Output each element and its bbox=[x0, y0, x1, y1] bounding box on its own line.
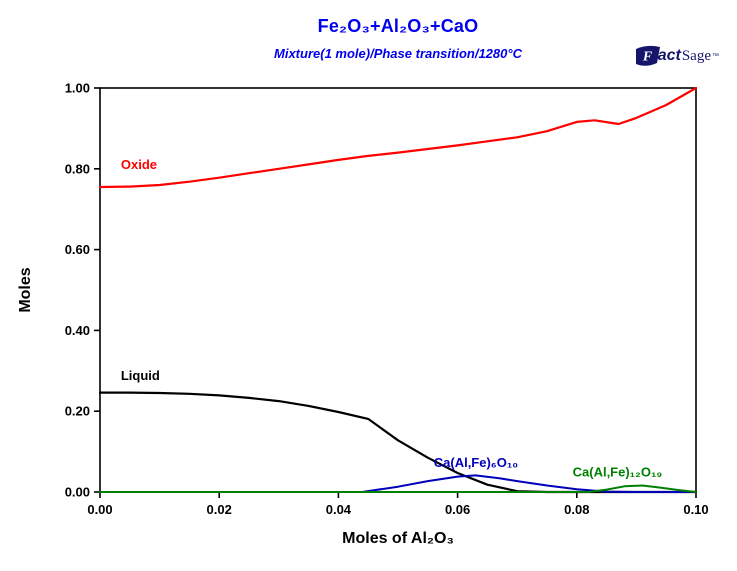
series-line-liquid bbox=[98, 391, 698, 494]
x-axis-title: Moles of Al₂O₃ bbox=[342, 530, 454, 547]
y-axis-title: Moles bbox=[17, 267, 34, 312]
y-tick-label: 0.20 bbox=[65, 404, 90, 419]
factsage-logo-f: F bbox=[642, 50, 653, 65]
factsage-logo-tm: ™ bbox=[712, 52, 719, 60]
x-tick-label: 0.00 bbox=[87, 502, 112, 517]
series-label-ca-al-fe-6-o-10: Ca(Al,Fe)₆O₁₀ bbox=[434, 455, 518, 470]
y-tick-label: 0.80 bbox=[65, 161, 90, 176]
x-tick-label: 0.02 bbox=[207, 502, 232, 517]
y-tick-label: 0.00 bbox=[65, 485, 90, 500]
series-line-ca-al-fe-6-o-10 bbox=[99, 474, 697, 493]
x-tick-label: 0.08 bbox=[564, 502, 589, 517]
plot-frame bbox=[99, 87, 697, 493]
x-tick-label: 0.10 bbox=[683, 502, 708, 517]
series-line-ca-al-fe-12-o-19 bbox=[99, 484, 697, 493]
factsage-logo: F act Sage ™ bbox=[634, 44, 719, 68]
flag-shape bbox=[635, 45, 660, 66]
series-label-oxide: Oxide bbox=[121, 157, 157, 172]
y-tick-label: 1.00 bbox=[65, 81, 90, 96]
series-label-ca-al-fe-12-o-19: Ca(Al,Fe)₁₂O₁₉ bbox=[573, 465, 663, 480]
chart-title: Fe₂O₃+Al₂O₃+CaO bbox=[317, 16, 479, 36]
factsage-flag-icon: F bbox=[635, 45, 660, 66]
series-line-oxide bbox=[98, 86, 698, 189]
x-tick-label: 0.04 bbox=[326, 502, 352, 517]
x-tick-label: 0.06 bbox=[445, 502, 470, 517]
chart-subtitle: Mixture(1 mole)/Phase transition/1280°C bbox=[274, 46, 522, 61]
series-label-liquid: Liquid bbox=[121, 368, 160, 383]
y-tick-label: 0.40 bbox=[65, 323, 90, 338]
y-tick-label: 0.60 bbox=[65, 242, 90, 257]
factsage-logo-sage: Sage bbox=[681, 47, 711, 64]
factsage-logo-fact: act bbox=[657, 47, 681, 64]
